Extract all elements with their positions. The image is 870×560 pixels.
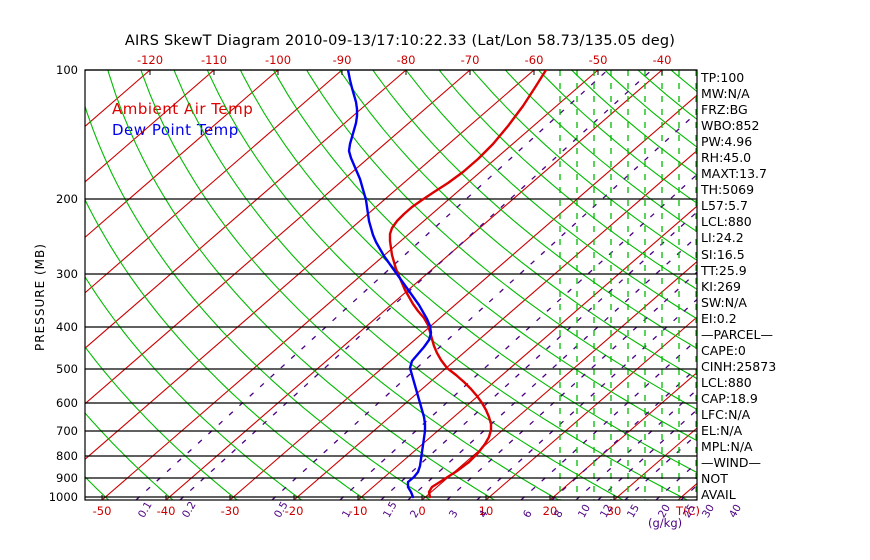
index-item-3: WBO:852 [701,118,760,134]
index-item-8: L57:5.7 [701,198,748,214]
index-item-20: CAP:18.9 [701,390,758,406]
index-item-11: SI:16.5 [701,246,745,262]
pressure-tick-3: 400 [56,320,78,334]
index-item-10: LI:24.2 [701,230,744,246]
top-temp-tick-2: -100 [264,53,292,67]
top-temp-tick-3: -90 [332,53,352,67]
index-item-25: NOT [701,471,728,487]
index-item-26: AVAIL [701,487,736,503]
bottom-temp-tick-4: -10 [348,504,368,518]
index-item-18: CINH:25873 [701,358,777,374]
index-item-15: EI:0.2 [701,310,737,326]
index-item-14: SW:N/A [701,294,747,310]
isobar-lines [85,69,697,498]
index-item-22: EL:N/A [701,423,743,439]
bottom-temp-tick-1: -40 [156,504,176,518]
index-item-21: LFC:N/A [701,406,751,422]
pressure-tick-7: 800 [56,449,78,463]
pressure-tick-9: 1000 [48,490,78,504]
index-item-9: LCL:880 [701,214,752,230]
index-item-7: TH:5069 [701,182,755,198]
bottom-temp-tick-2: -30 [220,504,240,518]
top-temp-tick-8: -40 [652,53,672,67]
index-item-17: CAPE:0 [701,342,746,358]
top-temp-tick-0: -120 [136,53,164,67]
plot-frame [84,69,698,501]
saturated-mixing-ratio-lines [559,70,697,500]
page-title: AIRS SkewT Diagram 2010-09-13/17:10:22.3… [124,33,676,49]
top-temp-tick-5: -70 [460,53,480,67]
bottom-temp-tick-0: -50 [92,504,112,518]
index-item-2: FRZ:BG [701,102,748,118]
index-item-19: LCL:880 [701,374,752,390]
pressure-tick-2: 300 [56,267,78,281]
bottom-temp-tick-8: 30 [606,504,622,518]
bottom-temp-tick-3: -20 [284,504,304,518]
pressure-tick-5: 600 [56,396,78,410]
index-item-1: MW:N/A [701,86,750,102]
stability-indices-panel: TP:100 MW:N/A FRZ:BG WBO:852 PW:4.96 RH:45.0 M… [701,70,821,503]
index-item-23: MPL:N/A [701,439,753,455]
index-item-5: RH:45.0 [701,150,752,166]
x-axis-temperature-label: T(C) [676,504,701,518]
mixing-ratio-units-label: (g/kg) [648,516,683,530]
pressure-tick-0: 100 [56,63,78,77]
pressure-tick-4: 500 [56,362,78,376]
index-item-13: KI:269 [701,278,741,294]
bottom-temp-tick-7: 20 [542,504,558,518]
legend-dew-point-temp: Dew Point Temp [112,121,239,139]
index-item-4: PW:4.96 [701,134,753,150]
top-temp-tick-6: -60 [524,53,544,67]
top-temp-tick-4: -80 [396,53,416,67]
bottom-temp-tick-6: 10 [478,504,494,518]
index-item-0: TP:100 [701,70,745,85]
pressure-tick-6: 700 [56,424,78,438]
index-item-12: TT:25.9 [701,262,747,278]
legend-ambient-air-temp: Ambient Air Temp [112,100,254,118]
ambient-air-temp-curve [388,70,548,499]
axis-ticks [101,70,663,500]
pressure-tick-8: 900 [56,471,78,485]
index-item-6: MAXT:13.7 [701,166,767,182]
dew-point-temp-curve [346,70,433,499]
index-item-16: —PARCEL— [701,326,773,342]
isotherm-lines [85,70,697,500]
top-temp-tick-7: -50 [588,53,608,67]
bottom-temp-tick-5: 0 [418,504,426,518]
pressure-tick-1: 200 [56,192,78,206]
top-temp-tick-1: -110 [200,53,228,67]
dry-adiabat-lines [85,70,697,500]
index-item-24: —WIND— [701,455,762,471]
